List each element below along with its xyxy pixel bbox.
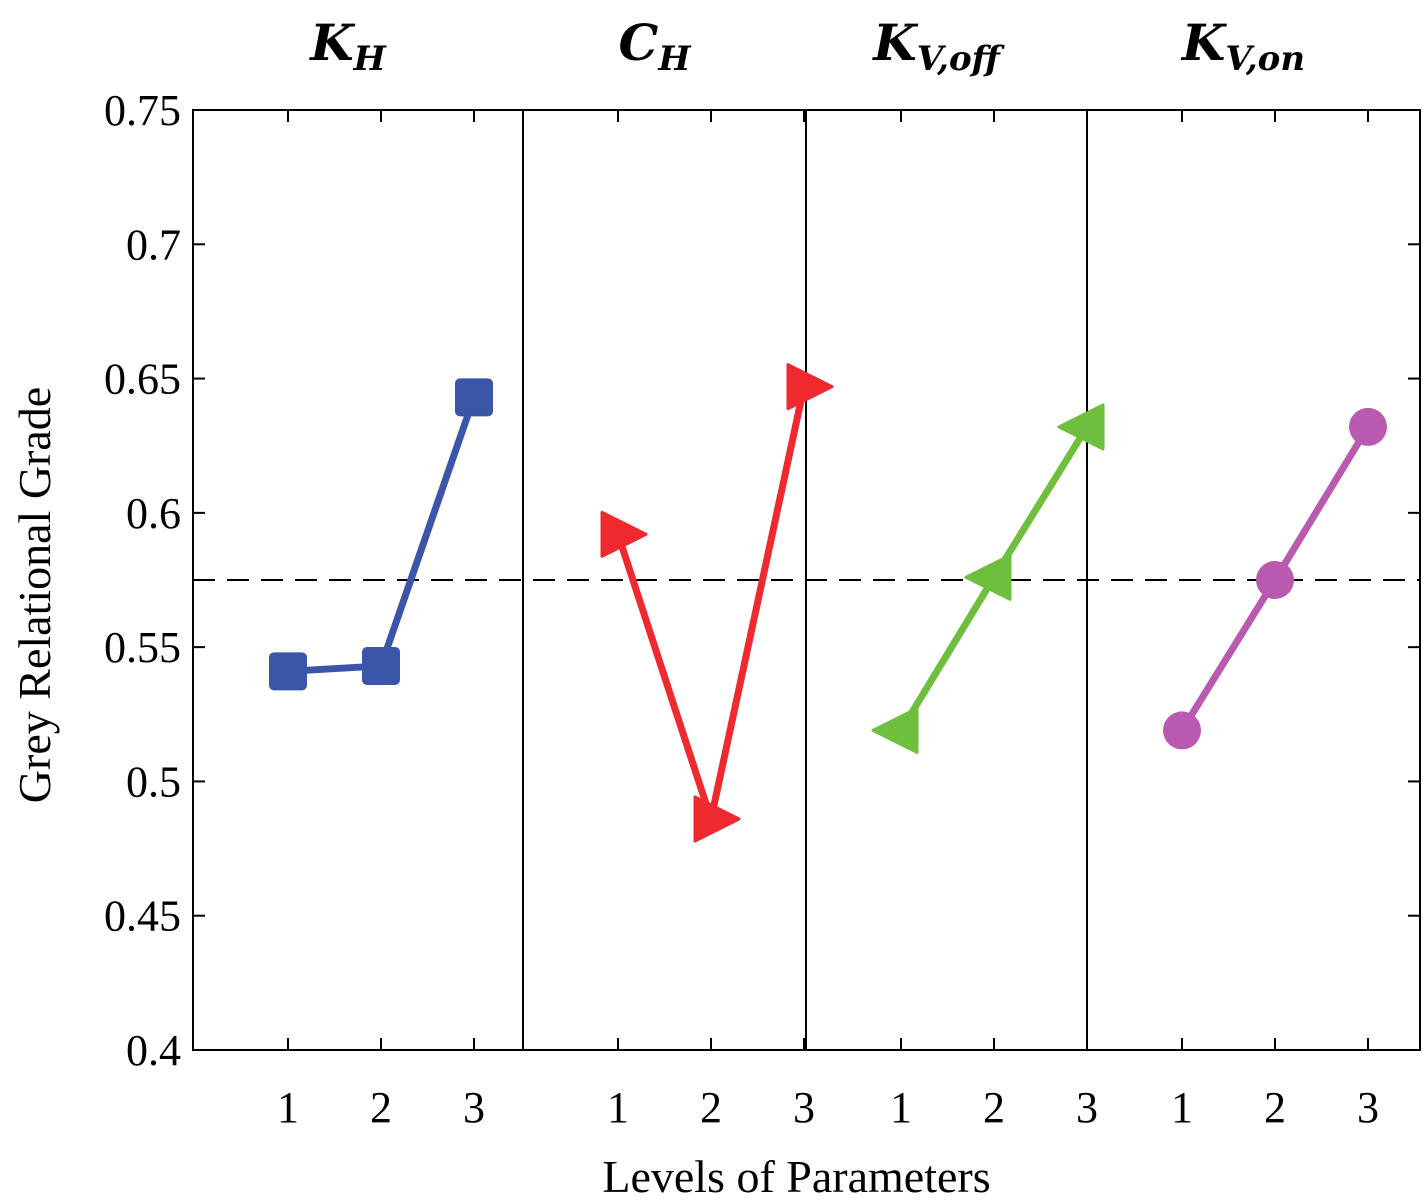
data-point	[269, 652, 307, 691]
data-point	[786, 363, 834, 411]
y-tick-label: 0.5	[126, 757, 181, 806]
data-point	[362, 646, 400, 685]
x-tick-label: 1	[890, 1083, 912, 1132]
data-point	[1057, 403, 1105, 451]
panel-title: KV,on	[1180, 13, 1305, 79]
x-tick-label: 3	[793, 1083, 815, 1132]
data-point	[1163, 711, 1201, 750]
data-point	[964, 553, 1012, 601]
x-tick-label: 2	[700, 1083, 722, 1132]
series-line	[287, 396, 478, 675]
y-tick-label: 0.55	[104, 623, 181, 672]
y-axis-title: Grey Relational Grade	[9, 387, 60, 803]
y-tick-label: 0.45	[104, 892, 181, 941]
data-point	[455, 378, 493, 417]
data-point	[1349, 407, 1387, 446]
x-axis-title: Levels of Parameters	[602, 1151, 990, 1200]
x-tick-label: 2	[370, 1083, 392, 1132]
x-tick-label: 1	[607, 1083, 629, 1132]
y-tick-label: 0.75	[104, 86, 181, 135]
x-tick-label: 3	[463, 1083, 485, 1132]
x-tick-label: 3	[1357, 1083, 1379, 1132]
data-point	[693, 795, 741, 843]
panel-title: KH	[308, 13, 387, 79]
x-tick-label: 2	[983, 1083, 1005, 1132]
x-tick-label: 1	[277, 1083, 299, 1132]
series-line	[614, 385, 808, 823]
data-point	[600, 510, 648, 558]
panel-title: KV,off	[871, 13, 1005, 79]
data-point	[871, 706, 919, 754]
x-tick-label: 1	[1171, 1083, 1193, 1132]
x-tick-label: 3	[1076, 1083, 1098, 1132]
y-tick-label: 0.7	[126, 220, 181, 269]
data-point	[1256, 561, 1294, 599]
y-tick-label: 0.4	[126, 1026, 181, 1075]
y-tick-label: 0.65	[104, 355, 181, 404]
x-tick-label: 2	[1264, 1083, 1286, 1132]
y-tick-label: 0.6	[126, 489, 181, 538]
panel-title: CH	[619, 13, 693, 79]
